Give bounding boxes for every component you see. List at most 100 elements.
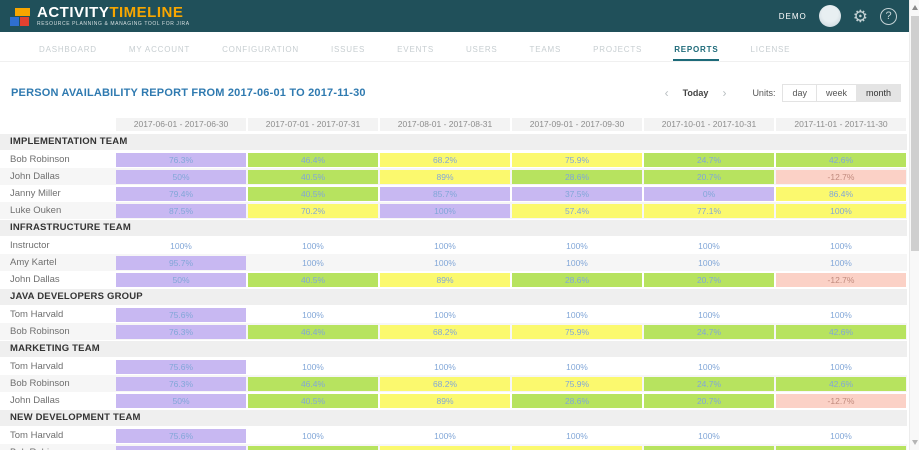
table-row: Tom Harvald 75.6% 100% 100% 100% 100% 100% bbox=[0, 427, 907, 444]
nav-item-license[interactable]: LICENSE bbox=[750, 45, 791, 54]
availability-cell: 0% bbox=[644, 186, 774, 201]
availability-cell: 75.6% bbox=[116, 307, 246, 322]
date-pager: ‹ Today › bbox=[665, 87, 727, 99]
nav-item-my-account[interactable]: MY ACCOUNT bbox=[128, 45, 191, 54]
availability-cell: 75.6% bbox=[116, 359, 246, 374]
table-row: Amy Kartel 95.7% 100% 100% 100% 100% 100% bbox=[0, 254, 907, 271]
availability-cell: 40.5% bbox=[248, 186, 378, 201]
main-nav: DASHBOARD MY ACCOUNT CONFIGURATION ISSUES EV… bbox=[0, 32, 919, 62]
app-logo: ACTIVITYTIMELINE RESOURCE PLANNING & MAN… bbox=[10, 5, 190, 27]
availability-cell: 89% bbox=[380, 272, 510, 287]
availability-cell: 95.7% bbox=[116, 255, 246, 270]
table-row: John Dallas 50% 40.5% 89% 28.6% 20.7% -12.7% bbox=[0, 168, 907, 185]
availability-cell: 70.2% bbox=[248, 203, 378, 218]
team-group-header-marketing-team: MARKETING TEAM bbox=[0, 341, 907, 357]
activity-timeline-logo-icon bbox=[10, 7, 30, 26]
availability-cell: 76.3% bbox=[116, 324, 246, 339]
availability-cell: 42.6% bbox=[776, 376, 906, 391]
unit-button-week[interactable]: week bbox=[815, 84, 857, 102]
availability-cell: -12.7% bbox=[776, 169, 906, 184]
availability-cell: 100% bbox=[698, 361, 720, 372]
availability-cell: 24.7% bbox=[644, 152, 774, 167]
nav-item-events[interactable]: EVENTS bbox=[397, 45, 434, 54]
availability-cell: 89% bbox=[380, 393, 510, 408]
availability-cell: 68.2% bbox=[380, 152, 510, 167]
logo-block-blue bbox=[10, 16, 19, 26]
availability-cell: 89% bbox=[380, 169, 510, 184]
next-period-button[interactable]: › bbox=[722, 85, 727, 100]
availability-cell: 100% bbox=[434, 257, 456, 268]
prev-period-button[interactable]: ‹ bbox=[664, 85, 669, 100]
date-column-header-1: 2017-07-01 - 2017-07-31 bbox=[248, 118, 378, 131]
availability-cell: 42.6% bbox=[776, 152, 906, 167]
date-column-header-3: 2017-09-01 - 2017-09-30 bbox=[512, 118, 642, 131]
availability-cell: 86.4% bbox=[776, 186, 906, 201]
help-icon[interactable]: ? bbox=[880, 7, 897, 25]
availability-cell: 100% bbox=[830, 430, 852, 441]
availability-cell: 100% bbox=[830, 309, 852, 320]
availability-cell: 100% bbox=[302, 361, 324, 372]
availability-cell: 50% bbox=[116, 169, 246, 184]
availability-cell: 46.4% bbox=[248, 376, 378, 391]
availability-cell: 24.7% bbox=[644, 324, 774, 339]
person-name: John Dallas bbox=[10, 171, 60, 182]
availability-cell: 100% bbox=[434, 240, 456, 251]
nav-item-projects[interactable]: PROJECTS bbox=[593, 45, 643, 54]
nav-item-reports[interactable]: REPORTS bbox=[673, 39, 720, 61]
availability-cell: -12.7% bbox=[776, 393, 906, 408]
table-row: Luke Ouken 87.5% 70.2% 100% 57.4% 77.1% 100% bbox=[0, 202, 907, 219]
availability-cell: 100% bbox=[302, 240, 324, 251]
availability-cell: 100% bbox=[302, 309, 324, 320]
availability-cell: 100% bbox=[698, 309, 720, 320]
nav-item-configuration[interactable]: CONFIGURATION bbox=[222, 45, 300, 54]
availability-cell: 100% bbox=[170, 240, 192, 251]
availability-cell: 100% bbox=[566, 240, 588, 251]
person-name: Bob Robinson bbox=[10, 378, 70, 389]
availability-cell: 100% bbox=[698, 257, 720, 268]
availability-cell: 40.5% bbox=[248, 272, 378, 287]
nav-item-dashboard[interactable]: DASHBOARD bbox=[39, 45, 97, 54]
availability-cell: 28.6% bbox=[512, 272, 642, 287]
availability-cell: 100% bbox=[566, 430, 588, 441]
user-avatar[interactable] bbox=[818, 5, 841, 27]
app-title-activity: ACTIVITY bbox=[37, 4, 110, 21]
table-row: John Dallas 50% 40.5% 89% 28.6% 20.7% -12.7% bbox=[0, 271, 907, 288]
app-title-timeline: TIMELINE bbox=[109, 4, 184, 21]
team-group-header-new-development-team: NEW DEVELOPMENT TEAM bbox=[0, 410, 907, 426]
availability-cell: 28.6% bbox=[512, 169, 642, 184]
nav-item-issues[interactable]: ISSUES bbox=[331, 45, 366, 54]
date-column-header-4: 2017-10-01 - 2017-10-31 bbox=[644, 118, 774, 131]
app-title: ACTIVITYTIMELINE bbox=[37, 5, 190, 20]
person-name: Tom Harvald bbox=[10, 361, 64, 372]
scroll-up-icon[interactable] bbox=[912, 5, 918, 10]
availability-cell: 100% bbox=[566, 257, 588, 268]
today-button[interactable]: Today bbox=[682, 87, 709, 98]
nav-item-teams[interactable]: TEAMS bbox=[529, 45, 562, 54]
person-name: John Dallas bbox=[10, 274, 60, 285]
availability-cell: 100% bbox=[302, 257, 324, 268]
unit-button-day[interactable]: day bbox=[782, 84, 817, 102]
availability-cell: 46.4% bbox=[248, 152, 378, 167]
app-header: ACTIVITYTIMELINE RESOURCE PLANNING & MAN… bbox=[0, 0, 919, 32]
unit-button-month[interactable]: month bbox=[855, 84, 901, 102]
scrollbar-thumb[interactable] bbox=[911, 16, 919, 251]
availability-cell: 75.9% bbox=[512, 445, 642, 450]
nav-item-users[interactable]: USERS bbox=[465, 45, 498, 54]
team-group-header-infrastructure-team: INFRASTRUCTURE TEAM bbox=[0, 220, 907, 236]
team-group-header-implementation-team: IMPLEMENTATION TEAM bbox=[0, 134, 907, 150]
scroll-down-icon[interactable] bbox=[912, 440, 918, 445]
availability-cell: 68.2% bbox=[380, 376, 510, 391]
availability-cell: 20.7% bbox=[644, 272, 774, 287]
availability-cell: 68.2% bbox=[380, 445, 510, 450]
gear-icon[interactable]: ⚙ bbox=[852, 6, 868, 26]
table-row: Bob Robinson 76.3%46.4%68.2%75.9%24.7%42.… bbox=[0, 375, 907, 392]
page-title: PERSON AVAILABILITY REPORT FROM 2017-06-… bbox=[11, 86, 366, 99]
availability-cell: 42.6% bbox=[776, 324, 906, 339]
availability-cell: 100% bbox=[434, 309, 456, 320]
vertical-scrollbar[interactable] bbox=[909, 0, 919, 450]
availability-cell: 100% bbox=[830, 240, 852, 251]
table-row: Bob Robinson 76.3%46.4%68.2%75.9%24.7%42.… bbox=[0, 151, 907, 168]
units-label: Units: bbox=[752, 87, 776, 98]
availability-cell: 79.4% bbox=[116, 186, 246, 201]
availability-cell: 76.3% bbox=[116, 376, 246, 391]
